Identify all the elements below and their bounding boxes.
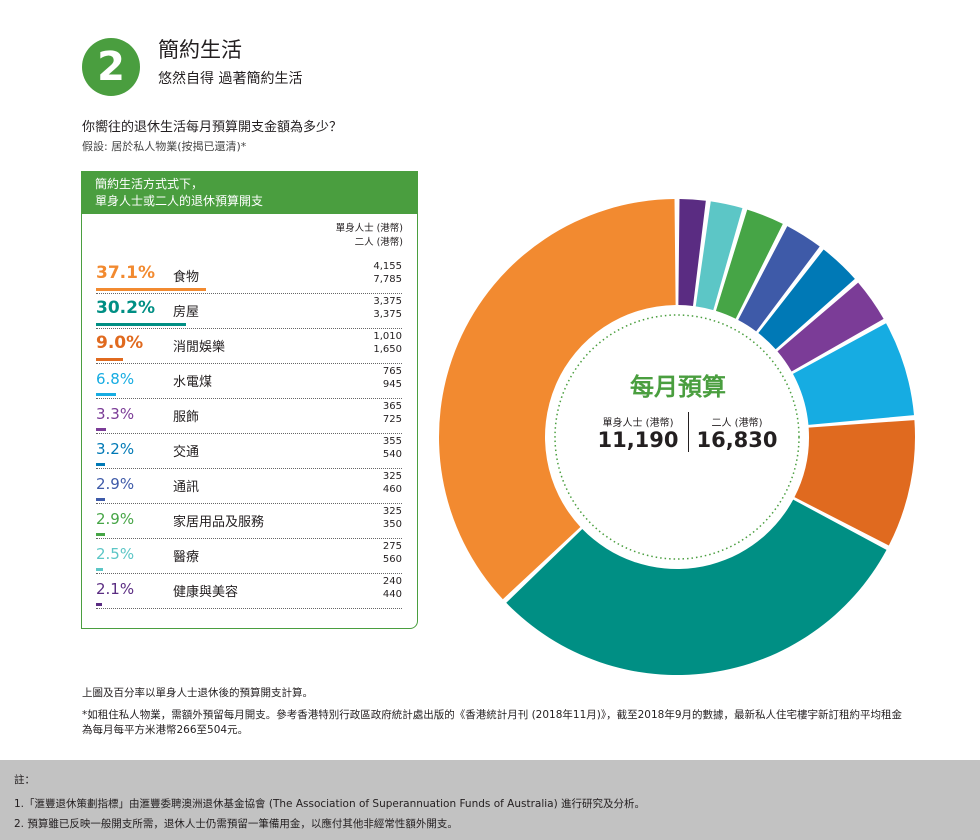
donut-slice: [738, 226, 820, 332]
row-category: 食物: [173, 270, 200, 285]
expense-row: 6.8% 水電煤 765 945: [96, 363, 402, 399]
row-value-single: 3,375: [373, 296, 402, 307]
row-percentage: 6.8%: [96, 370, 135, 388]
panel-header: 簡約生活方式式下， 單身人士或二人的退休預算開支: [82, 172, 417, 214]
row-percentage: 3.2%: [96, 440, 135, 458]
row-percentage: 9.0%: [96, 333, 144, 353]
row-category: 服飾: [173, 410, 200, 425]
donut-slice: [678, 199, 706, 306]
row-value-single: 1,010: [373, 331, 402, 342]
row-value-couple: 560: [382, 554, 402, 565]
row-bar: [96, 568, 104, 571]
row-value-single: 325: [382, 506, 402, 517]
row-value-couple: 1,650: [373, 344, 402, 355]
section-number-badge: 2: [82, 38, 140, 96]
footer-notes: 註： 1.「滙豐退休策劃指標」由滙豐委聘澳洲退休基金協會 (The Associ…: [0, 760, 980, 840]
row-value-couple: 440: [382, 589, 402, 600]
donut-slice: [506, 499, 887, 676]
row-value-couple: 945: [382, 379, 402, 390]
row-bar: [96, 393, 117, 396]
row-value-couple: 7,785: [373, 274, 402, 285]
row-value-couple: 3,375: [373, 309, 402, 320]
total-single-label: 單身人士 (港幣): [602, 418, 674, 429]
row-category: 房屋: [173, 305, 200, 320]
column-header-couple: 二人 (港幣): [354, 237, 403, 248]
row-percentage: 37.1%: [96, 263, 155, 283]
row-bar: [96, 463, 106, 466]
row-bar: [96, 288, 206, 291]
row-category: 醫療: [173, 550, 200, 565]
row-value-couple: 350: [382, 519, 402, 530]
assumption-text: 假設: 居於私人物業(按揭已還清)*: [82, 140, 247, 153]
row-category: 水電煤: [173, 375, 213, 390]
donut-slice: [715, 209, 783, 319]
expense-row: 3.2% 交通 355 540: [96, 433, 402, 469]
note-rental: *如租住私人物業，需額外預留每月開支。參考香港特別行政區政府統計處出版的《香港統…: [82, 709, 903, 736]
expense-row: 2.1% 健康與美容 240 440: [96, 573, 402, 609]
row-value-couple: 460: [382, 484, 402, 495]
expense-row: 2.9% 家居用品及服務 325 350: [96, 503, 402, 539]
donut-slice: [695, 201, 743, 311]
expense-row: 2.9% 通訊 325 460: [96, 468, 402, 504]
row-bar: [96, 428, 106, 431]
row-value-single: 4,155: [373, 261, 402, 272]
row-bar: [96, 323, 186, 326]
row-value-single: 355: [382, 436, 402, 447]
footer-item-2: 2. 預算雖已反映一般開支所需，退休人士仍需預留一筆備用金，以應付其他非經常性額…: [14, 818, 458, 830]
row-category: 通訊: [173, 480, 200, 495]
row-percentage: 2.5%: [96, 545, 135, 563]
row-bar: [96, 358, 123, 361]
row-category: 家居用品及服務: [173, 515, 265, 530]
expense-row: 37.1% 食物 4,155 7,785: [96, 258, 402, 294]
expense-row: 2.5% 醫療 275 560: [96, 538, 402, 574]
row-percentage: 2.9%: [96, 510, 135, 528]
expense-table-panel: 簡約生活方式式下， 單身人士或二人的退休預算開支 單身人士 (港幣) 二人 (港…: [81, 171, 418, 629]
row-value-single: 275: [382, 541, 402, 552]
expense-row: 30.2% 房屋 3,375 3,375: [96, 293, 402, 329]
expense-row: 3.3% 服飾 365 725: [96, 398, 402, 434]
row-percentage: 2.9%: [96, 475, 135, 493]
total-single-value: 11,190: [597, 428, 679, 452]
donut-slice: [758, 249, 855, 350]
panel-header-line2: 單身人士或二人的退休預算開支: [95, 194, 264, 208]
row-percentage: 30.2%: [96, 298, 155, 318]
question-text: 你嚮往的退休生活每月預算開支金額為多少？: [82, 120, 343, 135]
totals-divider: [688, 412, 689, 452]
row-percentage: 2.1%: [96, 580, 135, 598]
donut-slice: [777, 282, 884, 372]
expense-row: 9.0% 消閒娛樂 1,010 1,650: [96, 328, 402, 364]
row-category: 消閒娛樂: [173, 340, 226, 355]
chart-center-title: 每月預算: [630, 373, 726, 401]
column-header-single: 單身人士 (港幣): [335, 223, 403, 234]
row-value-couple: 540: [382, 449, 402, 460]
row-value-couple: 725: [382, 414, 402, 425]
total-couple-label: 二人 (港幣): [711, 418, 763, 429]
row-bar: [96, 603, 103, 606]
row-bar: [96, 533, 105, 536]
column-headers: 單身人士 (港幣) 二人 (港幣): [336, 222, 403, 250]
row-value-single: 365: [382, 401, 402, 412]
footer-item-1: 1.「滙豐退休策劃指標」由滙豐委聘澳洲退休基金協會 (The Associati…: [14, 798, 646, 810]
row-bar: [96, 498, 105, 501]
row-value-single: 325: [382, 471, 402, 482]
donut-slice: [794, 420, 915, 546]
donut-slice: [792, 323, 914, 425]
footer-heading: 註：: [14, 774, 35, 786]
section-subtitle: 悠然自得 過著簡約生活: [158, 71, 303, 87]
note-percentage-basis: 上圖及百分率以單身人士退休後的預算開支計算。: [82, 687, 313, 699]
row-percentage: 3.3%: [96, 405, 135, 423]
section-title: 簡約生活: [158, 38, 242, 62]
panel-header-line1: 簡約生活方式式下，: [95, 177, 204, 191]
row-value-single: 765: [382, 366, 402, 377]
row-category: 交通: [173, 445, 200, 460]
row-value-single: 240: [382, 576, 402, 587]
total-couple-value: 16,830: [696, 428, 778, 452]
row-category: 健康與美容: [173, 585, 239, 600]
